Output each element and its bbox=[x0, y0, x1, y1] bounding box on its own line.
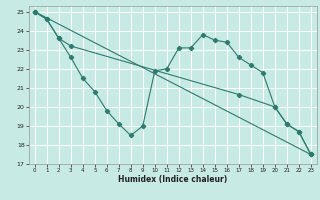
X-axis label: Humidex (Indice chaleur): Humidex (Indice chaleur) bbox=[118, 175, 228, 184]
